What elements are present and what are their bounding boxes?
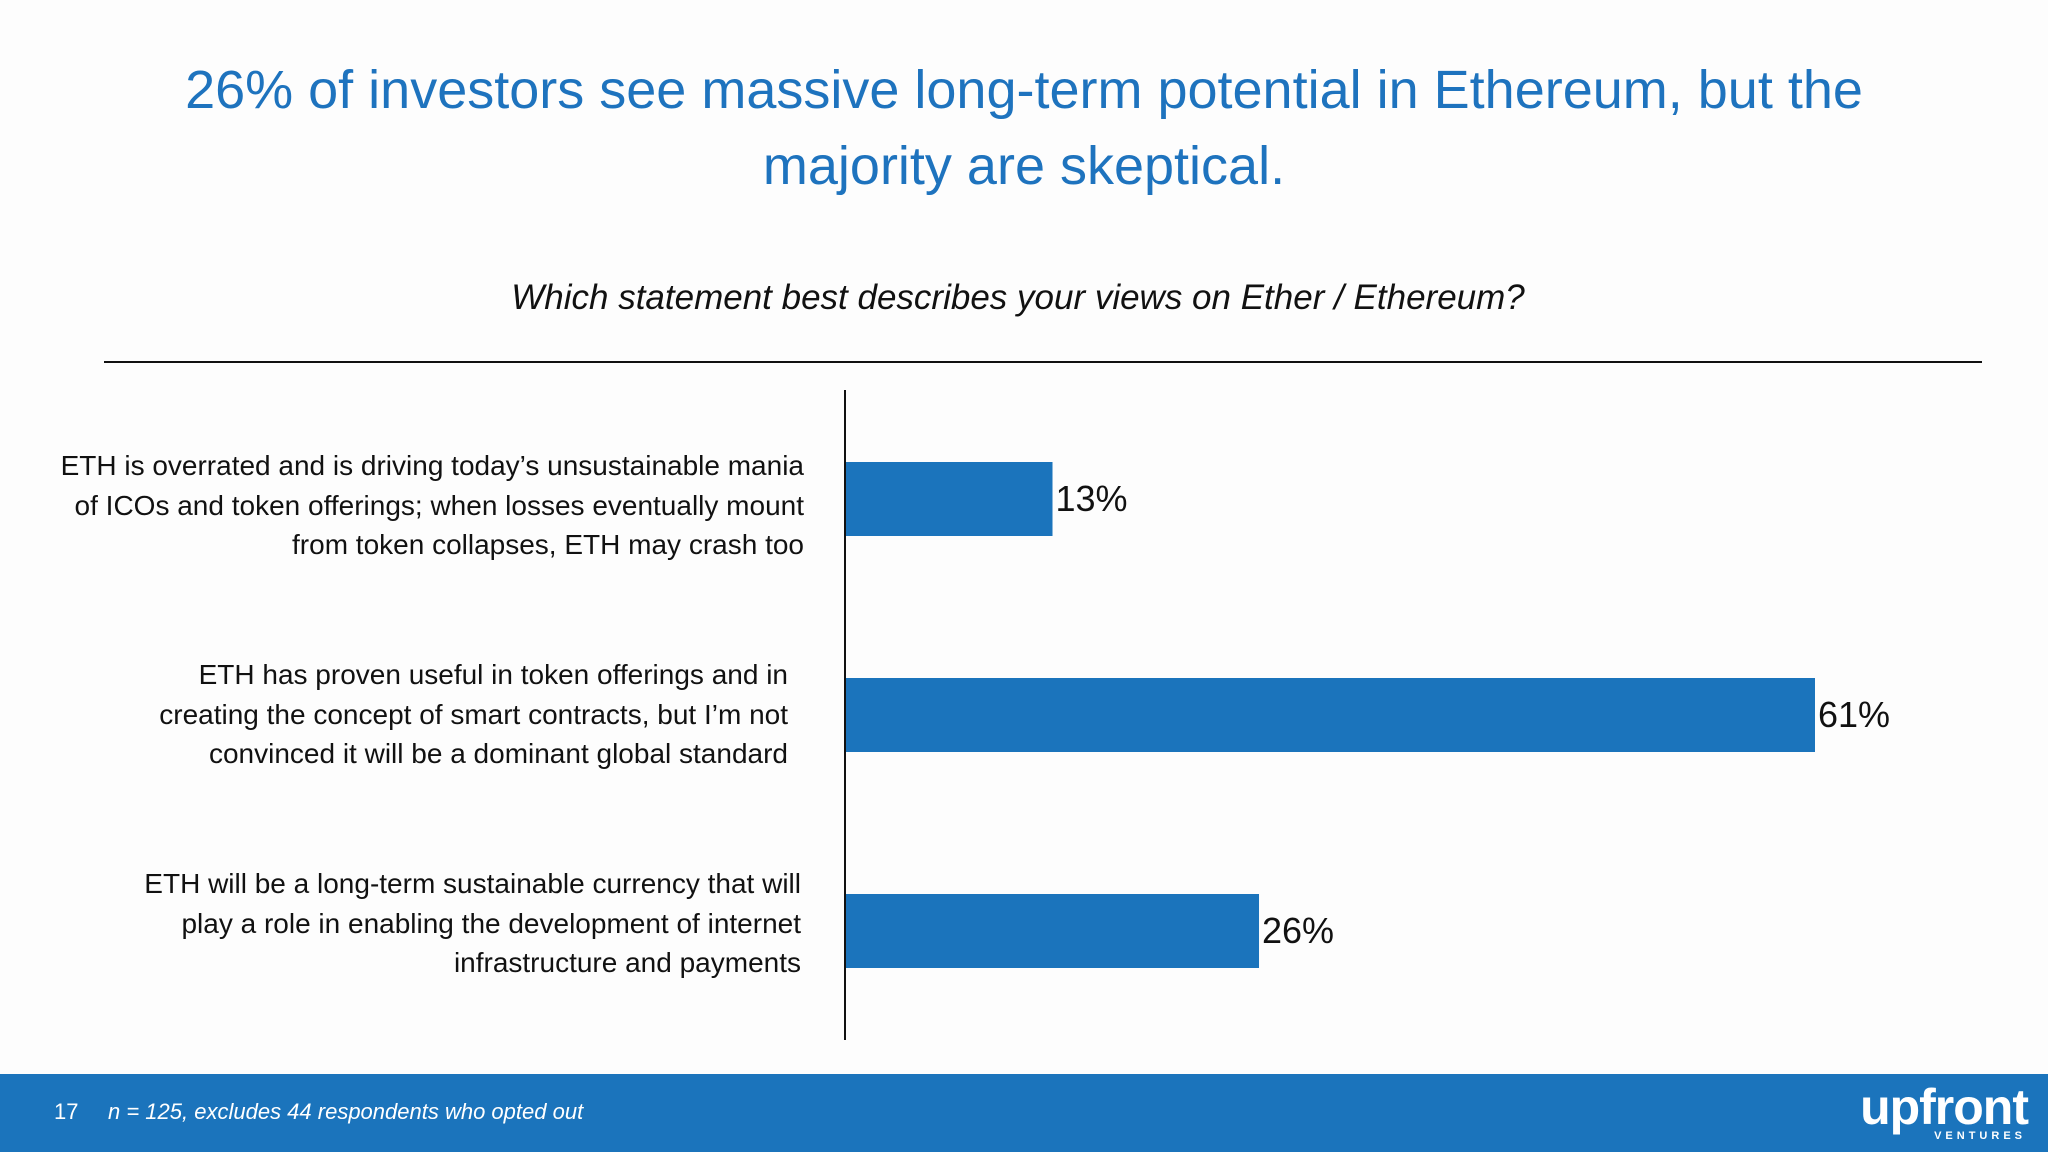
category-label: ETH is overrated and is driving today’s … bbox=[14, 446, 804, 565]
bar bbox=[846, 462, 1053, 536]
title-line: 26% of investors see massive long-term p… bbox=[185, 60, 1863, 120]
upfront-ventures-logo: upfront VENTURES bbox=[1828, 1078, 2029, 1148]
divider-rule bbox=[104, 361, 1982, 363]
category-label-line: ETH is overrated and is driving today’s … bbox=[60, 450, 804, 481]
bar-value-label: 26% bbox=[1262, 910, 1334, 951]
category-label-line: creating the concept of smart contracts,… bbox=[159, 698, 788, 730]
title-line: majority are skeptical. bbox=[762, 136, 1286, 196]
category-label-line: of ICOs and token offerings; when losses… bbox=[74, 489, 804, 521]
bar-value-label: 13% bbox=[1056, 478, 1128, 519]
category-label-line: play a role in enabling the development … bbox=[181, 907, 801, 939]
footnote: n = 125, excludes 44 respondents who opt… bbox=[108, 1099, 584, 1124]
chart-question: Which statement best describes your view… bbox=[511, 278, 1525, 317]
bar-value-label: 61% bbox=[1818, 694, 1890, 735]
bar bbox=[846, 678, 1815, 752]
category-label-line: ETH will be a long-term sustainable curr… bbox=[144, 868, 801, 899]
category-label-line: from token collapses, ETH may crash too bbox=[292, 529, 804, 560]
logo-wordmark: upfront bbox=[1860, 1079, 2029, 1135]
category-label: ETH will be a long-term sustainable curr… bbox=[0, 864, 801, 983]
footer-bar: 17 n = 125, excludes 44 respondents who … bbox=[0, 1074, 2048, 1152]
category-label-line: ETH has proven useful in token offerings… bbox=[198, 659, 788, 690]
bar bbox=[846, 894, 1260, 968]
logo-subtitle: VENTURES bbox=[1934, 1130, 2026, 1142]
slide-title: 26% of investors see massive long-term p… bbox=[100, 52, 1948, 204]
category-label: ETH has proven useful in token offerings… bbox=[0, 655, 788, 774]
category-label-line: convinced it will be a dominant global s… bbox=[208, 738, 788, 769]
category-label-line: infrastructure and payments bbox=[453, 947, 801, 978]
page-number: 17 bbox=[54, 1099, 79, 1124]
